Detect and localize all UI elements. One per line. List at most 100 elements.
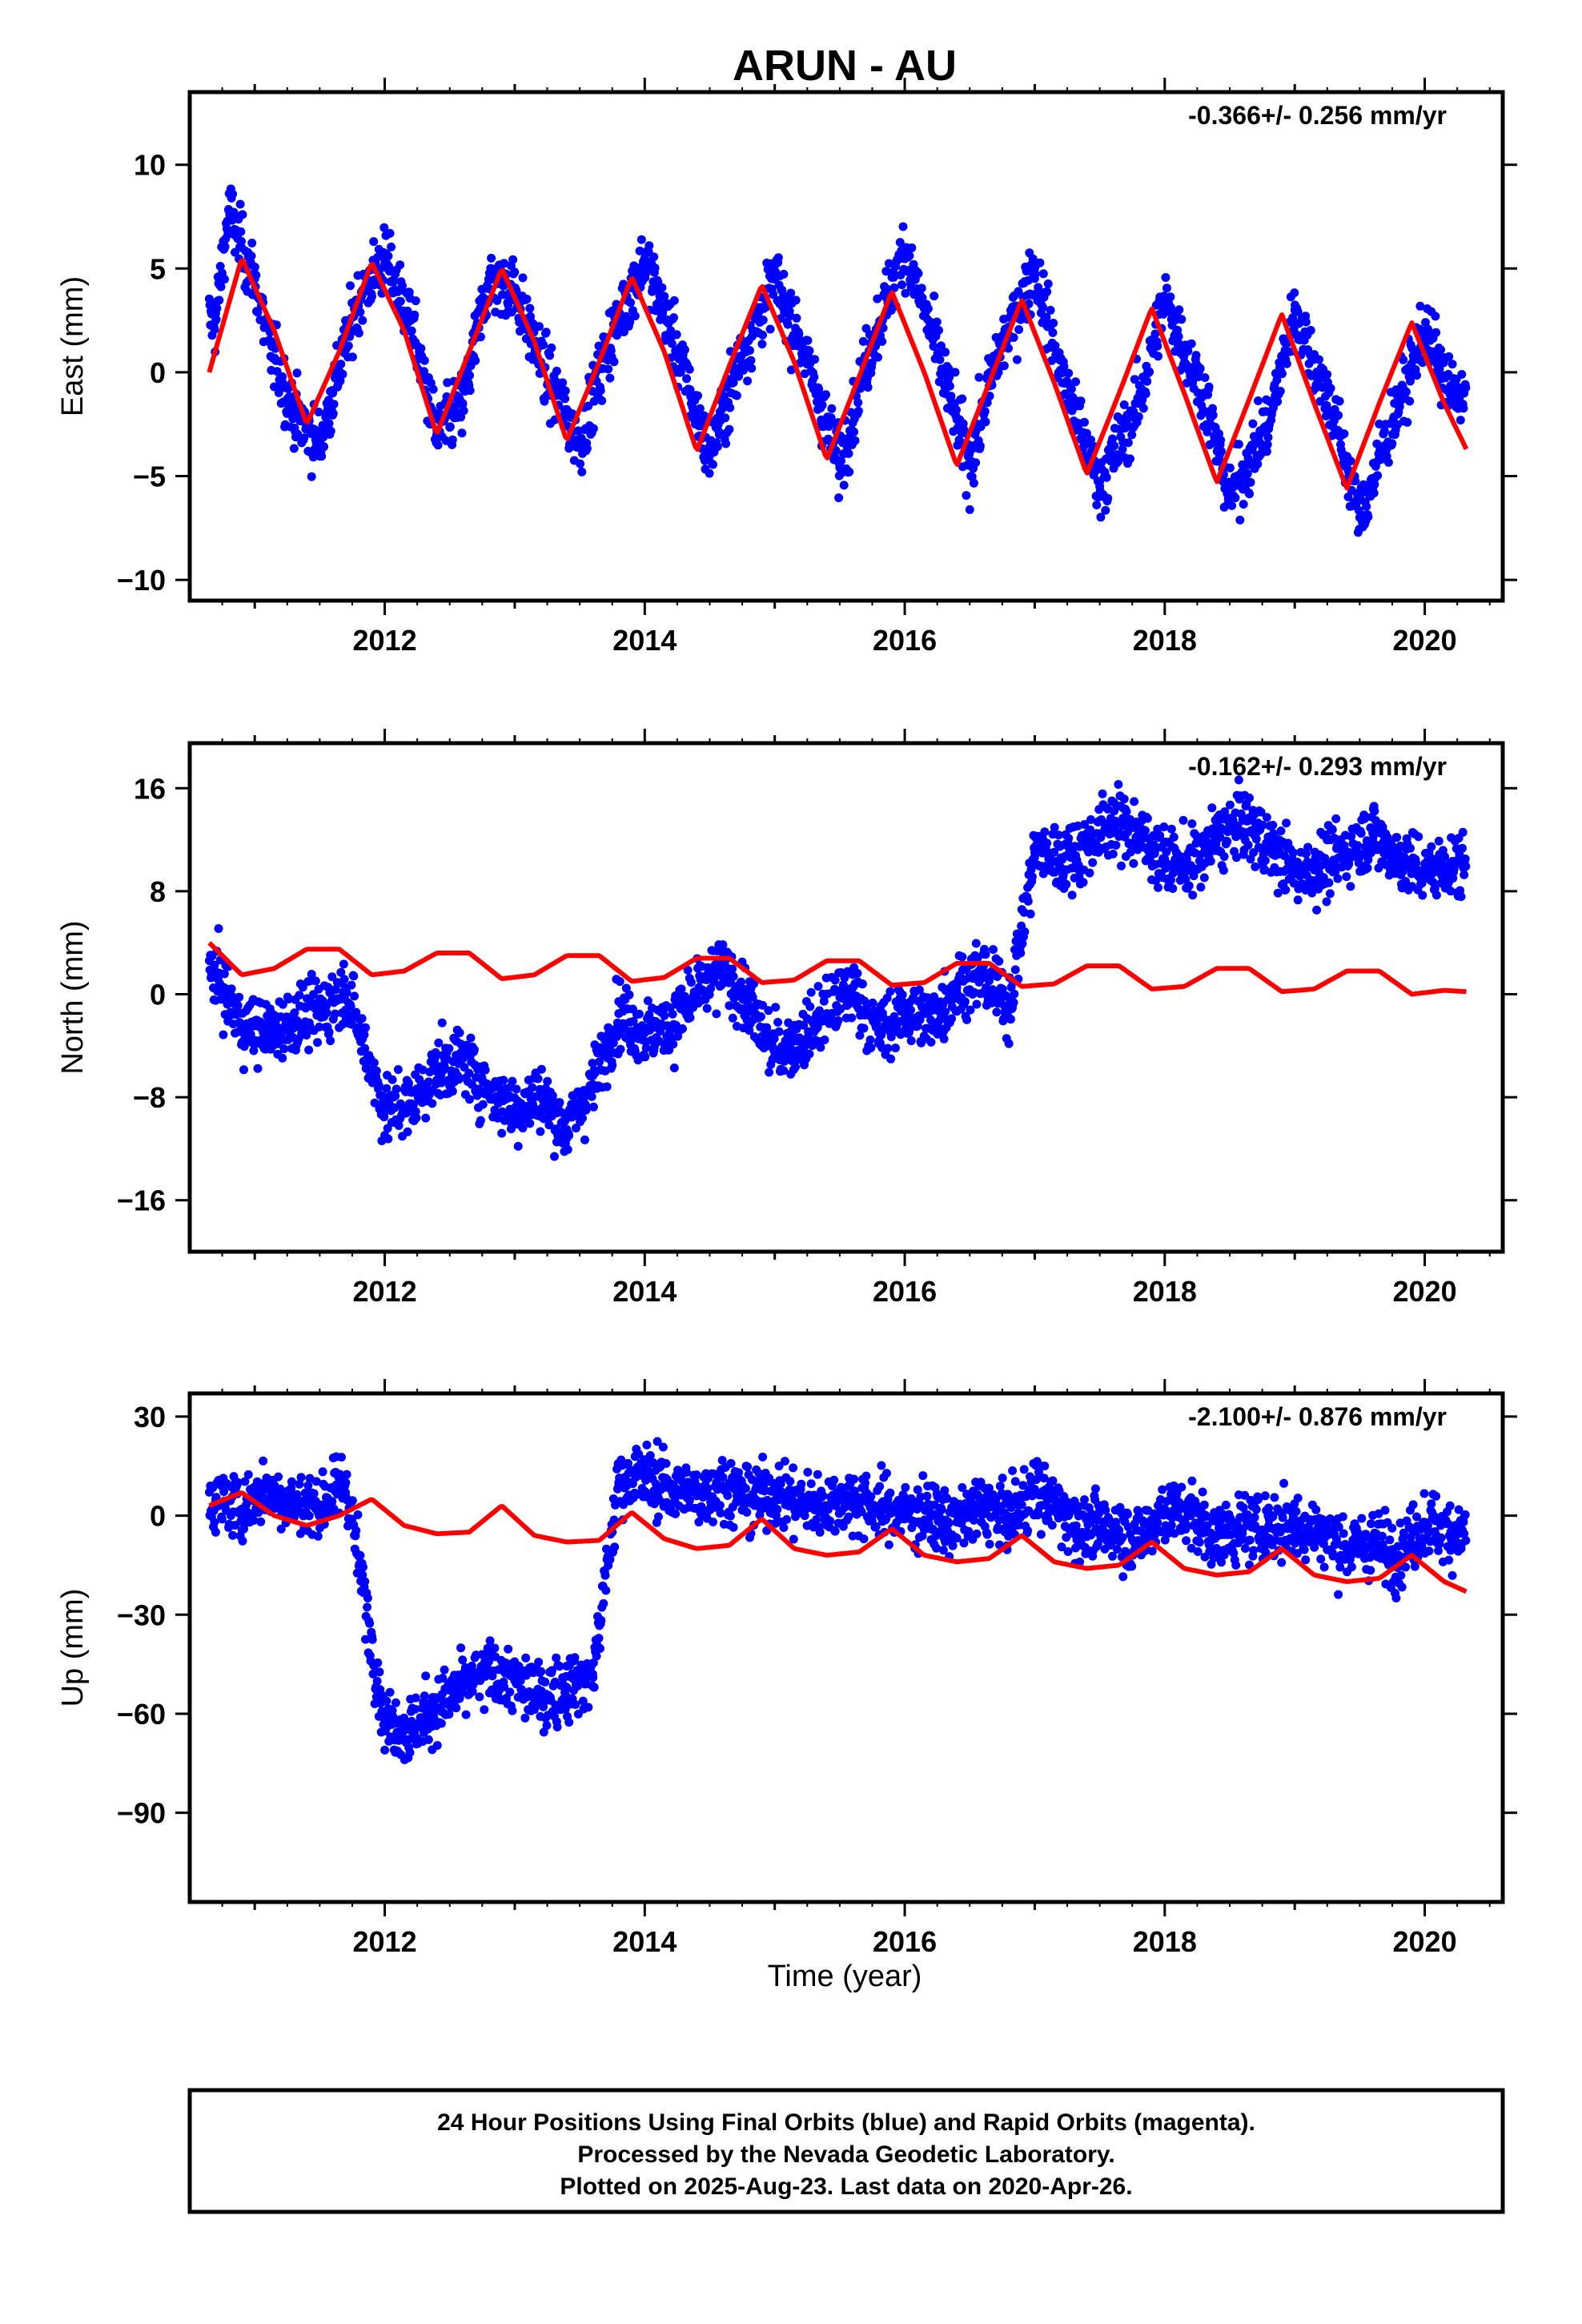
data-point [952,983,962,992]
data-point [1160,295,1170,304]
data-point [233,1001,243,1011]
data-point [371,1066,381,1076]
data-point [346,1002,355,1011]
y-tick-label: −30 [117,1598,166,1631]
data-point [1331,867,1340,877]
x-tick-label: 2012 [353,624,417,657]
data-point [1154,883,1162,892]
data-point [238,1536,247,1546]
data-point [1235,515,1245,525]
data-point [365,1618,375,1628]
data-point [469,1045,479,1055]
data-point [669,296,679,305]
data-point [866,1043,876,1052]
data-point [630,312,640,321]
y-tick-label: 10 [134,149,166,182]
data-point [1009,333,1018,342]
data-point [1177,315,1186,324]
data-point [1162,283,1171,293]
data-point [1457,370,1467,379]
data-point [1134,399,1143,408]
data-point [1064,368,1074,378]
data-point [926,326,936,336]
rate-label: -0.366+/- 0.256 mm/yr [1188,101,1447,130]
data-point [460,1063,469,1072]
data-point [858,336,868,346]
data-point [853,406,863,416]
data-point [533,1074,543,1084]
data-point [411,1107,420,1116]
data-point [1327,825,1337,834]
data-point [428,384,438,394]
data-point [1363,512,1373,521]
data-point [935,355,945,364]
data-point [219,1030,228,1039]
data-point [580,1135,589,1144]
data-point [641,1043,651,1053]
data-point [1379,426,1389,436]
data-point [1460,870,1469,879]
data-point [774,1027,784,1036]
data-point [355,1550,365,1560]
data-point [464,1068,474,1078]
data-point [1263,440,1272,449]
data-point [406,316,416,325]
data-point [1363,863,1372,873]
data-point [1373,471,1383,480]
data-point [1234,775,1243,785]
data-point [465,386,475,396]
data-point [351,1007,361,1017]
data-point [1010,965,1020,975]
x-tick-label: 2018 [1133,1275,1197,1308]
data-point [643,996,652,1006]
data-point [1238,815,1247,825]
data-point [889,1011,899,1021]
data-point [1249,848,1259,858]
data-point [1459,404,1468,413]
data-point [247,251,256,261]
data-point [421,1113,431,1123]
data-point [1046,305,1055,315]
data-point [1010,989,1019,999]
data-point [336,360,346,369]
data-point [295,991,304,1000]
y-tick-label: 5 [150,252,166,285]
data-point [817,400,827,410]
data-point [770,1047,780,1057]
data-point [1161,273,1170,282]
data-point [1174,332,1183,341]
data-point [237,1022,247,1031]
data-point [1421,318,1430,328]
data-point [1356,829,1366,838]
data-point [634,1009,644,1019]
data-point [666,1022,676,1031]
data-point [238,210,247,219]
data-point [1050,341,1060,351]
data-point [905,251,914,260]
data-point [874,1028,884,1038]
data-point [369,1058,379,1068]
data-point [897,280,906,290]
data-point [806,987,816,997]
data-point [626,298,635,308]
data-point [1258,820,1267,830]
data-point [237,243,247,252]
data-point [848,983,857,992]
data-point [891,1043,900,1053]
data-point [769,1034,779,1043]
data-point [536,1092,545,1102]
chart-title: ARUN - AU [733,42,957,90]
data-point [465,1095,474,1104]
data-point [1219,852,1229,861]
y-tick-label: 0 [150,1500,166,1533]
data-point [249,1516,259,1525]
data-point [367,292,376,301]
data-point [1461,383,1471,392]
data-point [1204,382,1214,392]
data-point [434,1038,444,1047]
data-point [705,468,714,478]
data-point [839,480,849,490]
data-point [1123,438,1133,448]
data-point [1206,856,1215,866]
